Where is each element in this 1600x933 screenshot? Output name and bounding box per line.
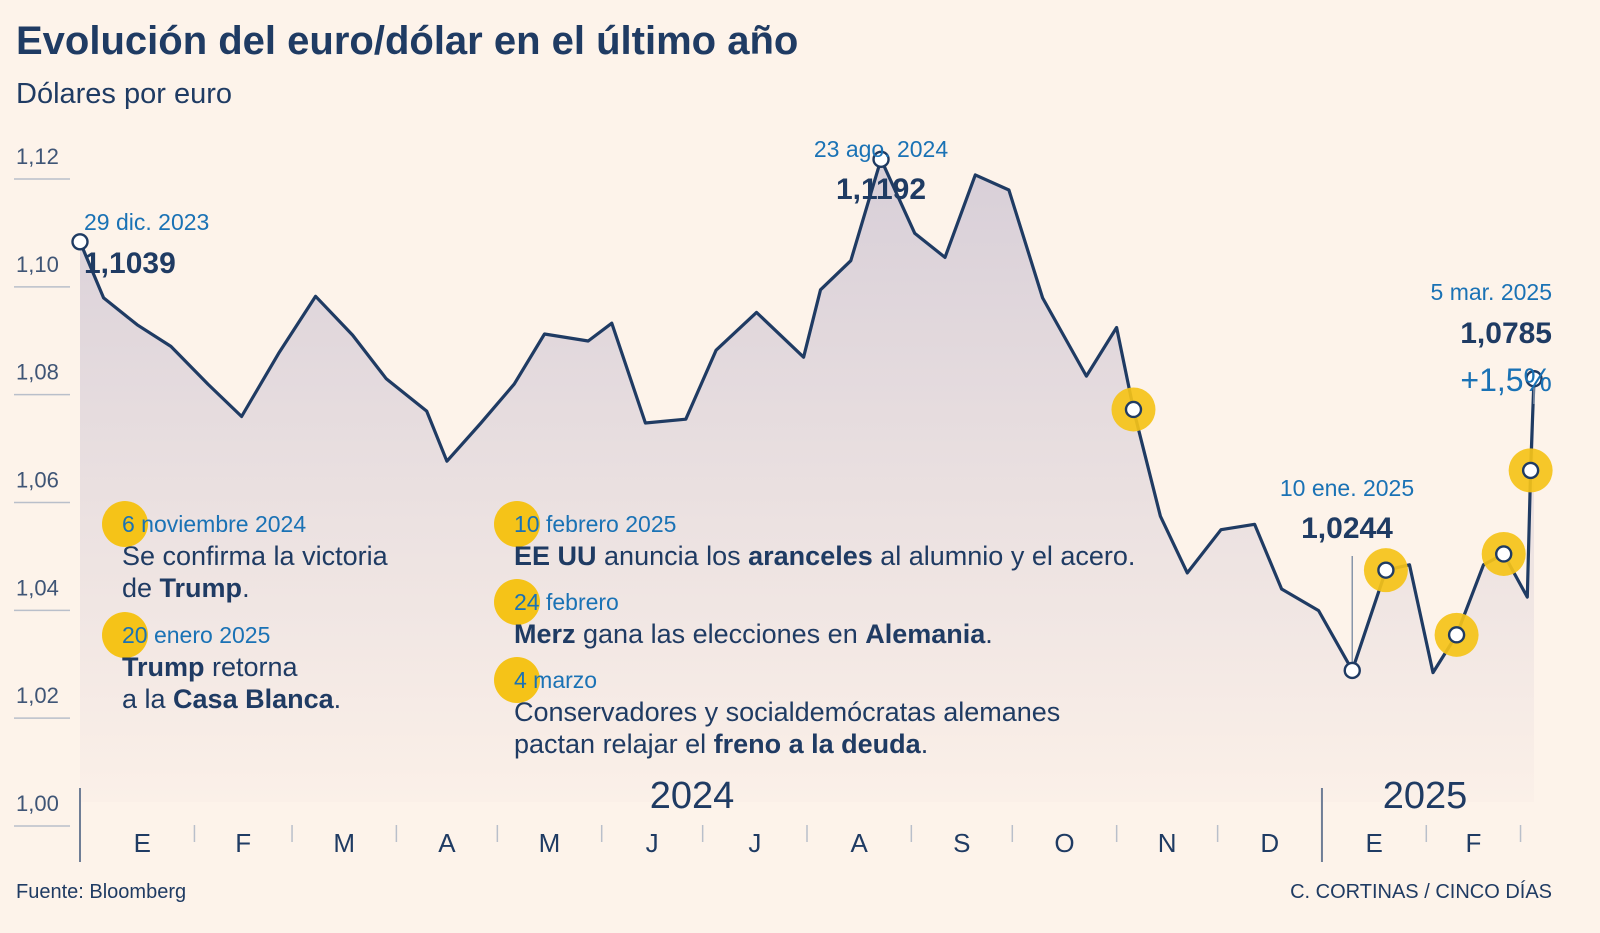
source-label: Fuente: Bloomberg: [16, 881, 186, 903]
y-tick-label: 1,12: [16, 144, 59, 169]
y-tick-label: 1,02: [16, 683, 59, 708]
month-label: F: [1465, 828, 1481, 858]
data-point-marker: [1447, 626, 1466, 644]
month-label: F: [235, 828, 251, 858]
area-fill: [80, 159, 1534, 803]
event-text-line: Se confirma la victoria: [122, 541, 389, 571]
event-text-line: a la Casa Blanca.: [122, 684, 341, 714]
data-point-marker: [1521, 461, 1540, 480]
y-tick-label: 1,08: [16, 360, 59, 385]
month-label: O: [1054, 828, 1074, 858]
event-date: 10 febrero 2025: [514, 511, 676, 537]
event-bullet: [494, 501, 540, 547]
last-date-label: 5 mar. 2025: [1431, 279, 1552, 305]
data-point-marker: [872, 150, 890, 169]
event-date: 20 enero 2025: [122, 622, 270, 648]
event-bullet: [102, 501, 148, 547]
month-label: E: [134, 828, 151, 858]
year-label-2025: 2025: [1383, 775, 1468, 817]
last-value-label: 1,0785: [1460, 317, 1552, 350]
max-value-label: 1,1192: [836, 173, 926, 206]
chart-title: Evolución del euro/dólar en el último añ…: [16, 19, 798, 63]
y-tick-label: 1,04: [16, 575, 59, 600]
min-value-label: 1,0244: [1301, 512, 1393, 545]
event-text-line: Trump retorna: [122, 652, 299, 682]
event-text-line: de Trump.: [122, 573, 250, 603]
data-point-marker: [1377, 561, 1395, 579]
x-axis: E F M A M J J A S O N D E F 2024 2025: [79, 775, 1522, 862]
min-date-label: 10 ene. 2025: [1280, 475, 1414, 501]
event-text-line: Conservadores y socialdemócratas alemane…: [514, 697, 1060, 727]
max-date-label: 23 ago. 2024: [814, 136, 949, 162]
event-date: 6 noviembre 2024: [122, 511, 306, 537]
start-value-label: 1,1039: [84, 247, 176, 280]
event-text-line: pactan relajar el freno a la deuda.: [514, 729, 928, 759]
start-date-label: 29 dic. 2023: [84, 209, 209, 235]
y-tick-label: 1,00: [16, 791, 59, 816]
chart-subtitle: Dólares por euro: [16, 78, 232, 110]
markers-layer: [71, 150, 1553, 680]
data-point-marker: [71, 233, 89, 251]
month-label: M: [539, 828, 561, 858]
data-point-marker: [1124, 400, 1143, 419]
events-legend: 6 noviembre 2024 Se confirma la victoriad…: [102, 501, 1135, 759]
event-date: 24 febrero: [514, 589, 619, 615]
month-label: D: [1260, 828, 1279, 858]
event-bullet: [494, 579, 540, 625]
event-bullet: [102, 612, 148, 658]
month-label: J: [748, 828, 761, 858]
event-text-line: EE UU anuncia los aranceles al alumnio y…: [514, 541, 1135, 571]
year-label-2024: 2024: [650, 775, 735, 817]
month-label: S: [953, 828, 970, 858]
month-label: A: [850, 828, 868, 858]
y-axis: 1,12 1,10 1,08 1,06 1,04 1,02 1,00: [14, 144, 70, 827]
event-text-line: Merz gana las elecciones en Alemania.: [514, 619, 993, 649]
month-label: A: [438, 828, 456, 858]
data-point-marker: [1525, 370, 1543, 388]
month-label: M: [333, 828, 355, 858]
month-label: J: [646, 828, 659, 858]
data-point-marker: [1343, 661, 1361, 680]
month-label: N: [1158, 828, 1177, 858]
credit-label: C. CORTINAS / CINCO DÍAS: [1290, 880, 1552, 903]
month-label: E: [1365, 828, 1382, 858]
data-point-marker: [1495, 545, 1513, 563]
last-change-label: +1,5%: [1460, 362, 1552, 398]
y-tick-label: 1,06: [16, 468, 59, 493]
event-date: 4 marzo: [514, 667, 597, 693]
event-bullet: [494, 657, 540, 703]
y-tick-label: 1,10: [16, 252, 59, 277]
